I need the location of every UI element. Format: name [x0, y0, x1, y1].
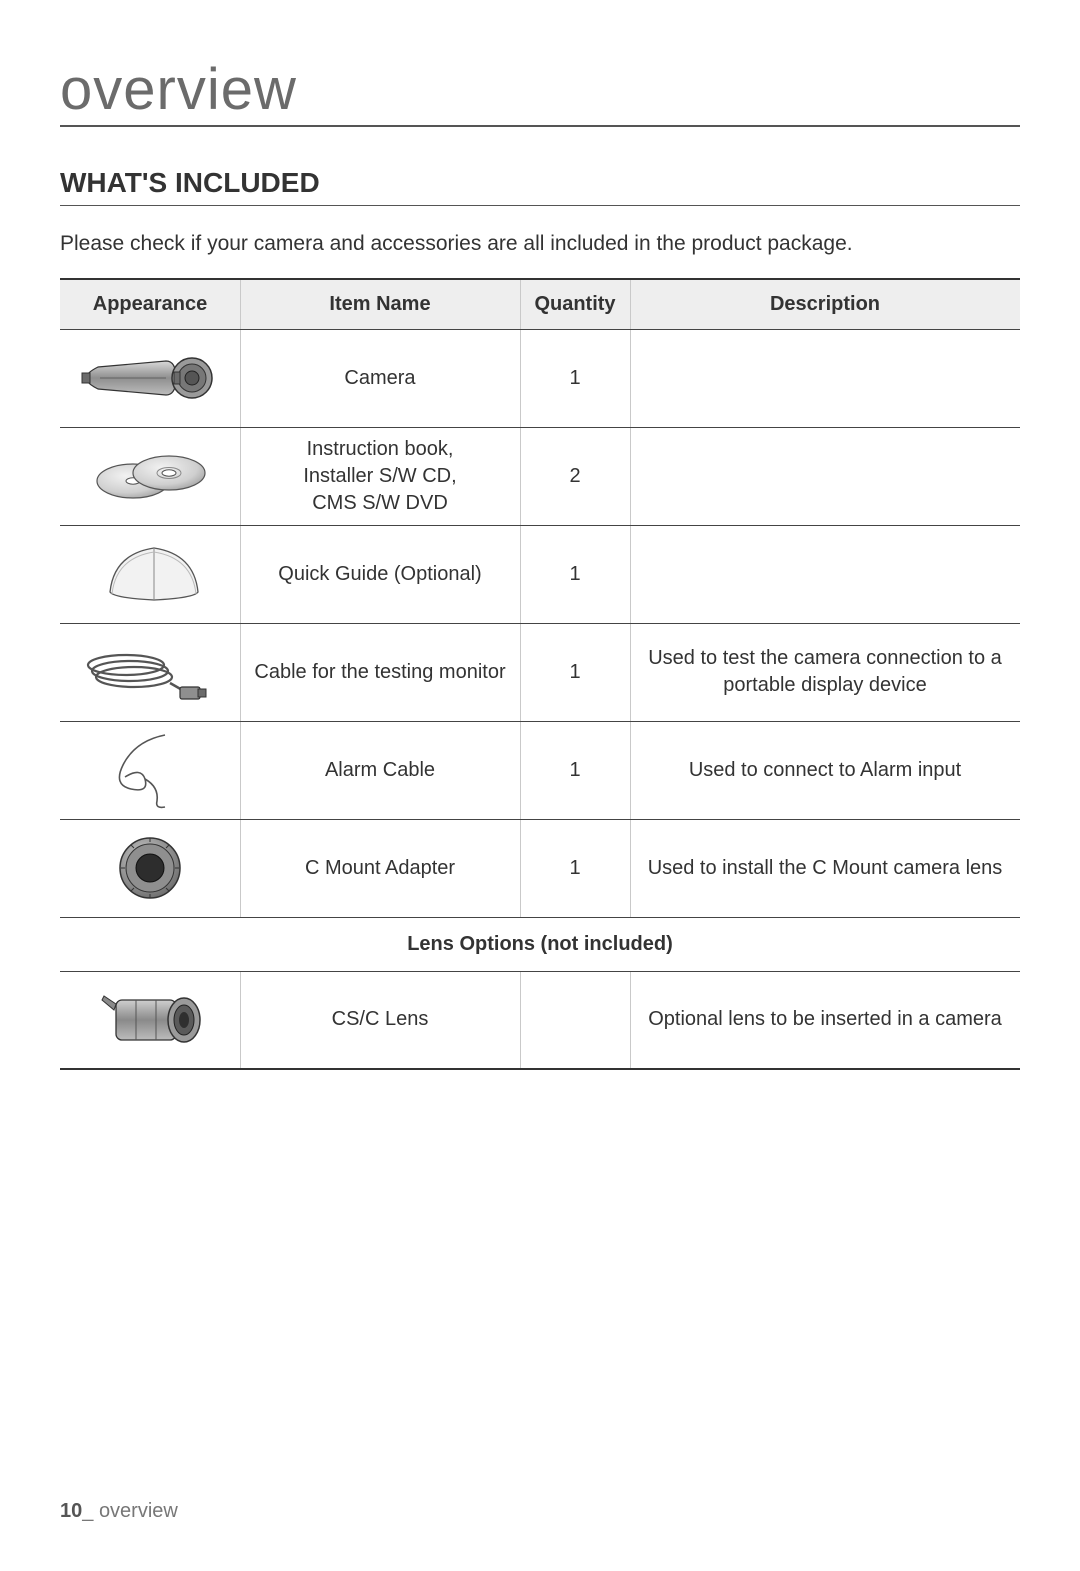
table-header-row: Appearance Item Name Quantity Descriptio…: [60, 279, 1020, 329]
appearance-c-mount: [60, 819, 240, 917]
quantity: [520, 971, 630, 1069]
table-section-row: Lens Options (not included): [60, 917, 1020, 971]
table-row: Camera 1: [60, 329, 1020, 427]
quantity: 1: [520, 819, 630, 917]
lens-icon: [90, 982, 210, 1058]
table-row: Instruction book, Installer S/W CD, CMS …: [60, 427, 1020, 525]
appearance-cds: [60, 427, 240, 525]
contents-table: Appearance Item Name Quantity Descriptio…: [60, 278, 1020, 1070]
thin-cable-icon: [95, 727, 205, 813]
camera-icon: [80, 343, 220, 413]
col-header-description: Description: [630, 279, 1020, 329]
appearance-camera: [60, 329, 240, 427]
appearance-lens: [60, 971, 240, 1069]
page-number: 10: [60, 1500, 82, 1522]
item-name: Instruction book, Installer S/W CD, CMS …: [240, 427, 520, 525]
footer-separator: _: [82, 1500, 93, 1522]
quantity: 1: [520, 721, 630, 819]
quantity: 1: [520, 623, 630, 721]
description: [630, 427, 1020, 525]
quantity: 1: [520, 329, 630, 427]
item-name: C Mount Adapter: [240, 819, 520, 917]
ring-adapter-icon: [105, 828, 195, 908]
description: Used to install the C Mount camera lens: [630, 819, 1020, 917]
description: Used to test the camera connection to a …: [630, 623, 1020, 721]
item-name: Quick Guide (Optional): [240, 525, 520, 623]
booklet-icon: [90, 534, 210, 614]
item-name: Alarm Cable: [240, 721, 520, 819]
footer-label: overview: [99, 1500, 178, 1522]
table-row: Quick Guide (Optional) 1: [60, 525, 1020, 623]
page-footer: 10_ overview: [60, 1500, 178, 1523]
section-label: Lens Options (not included): [60, 917, 1020, 971]
col-header-quantity: Quantity: [520, 279, 630, 329]
col-header-item-name: Item Name: [240, 279, 520, 329]
item-name: Camera: [240, 329, 520, 427]
description: Used to connect to Alarm input: [630, 721, 1020, 819]
description: Optional lens to be inserted in a camera: [630, 971, 1020, 1069]
table-row: Cable for the testing monitor 1 Used to …: [60, 623, 1020, 721]
coiled-cable-icon: [80, 637, 220, 707]
appearance-alarm-cable: [60, 721, 240, 819]
cd-icon: [85, 441, 215, 511]
appearance-guide: [60, 525, 240, 623]
item-name: CS/C Lens: [240, 971, 520, 1069]
chapter-title: overview: [60, 56, 1020, 127]
table-row: Alarm Cable 1 Used to connect to Alarm i…: [60, 721, 1020, 819]
intro-text: Please check if your camera and accessor…: [60, 232, 1020, 256]
section-title: WHAT'S INCLUDED: [60, 167, 1020, 206]
quantity: 2: [520, 427, 630, 525]
description: [630, 525, 1020, 623]
table-row: C Mount Adapter 1 Used to install the C …: [60, 819, 1020, 917]
col-header-appearance: Appearance: [60, 279, 240, 329]
table-row: CS/C Lens Optional lens to be inserted i…: [60, 971, 1020, 1069]
appearance-test-cable: [60, 623, 240, 721]
item-name: Cable for the testing monitor: [240, 623, 520, 721]
quantity: 1: [520, 525, 630, 623]
description: [630, 329, 1020, 427]
